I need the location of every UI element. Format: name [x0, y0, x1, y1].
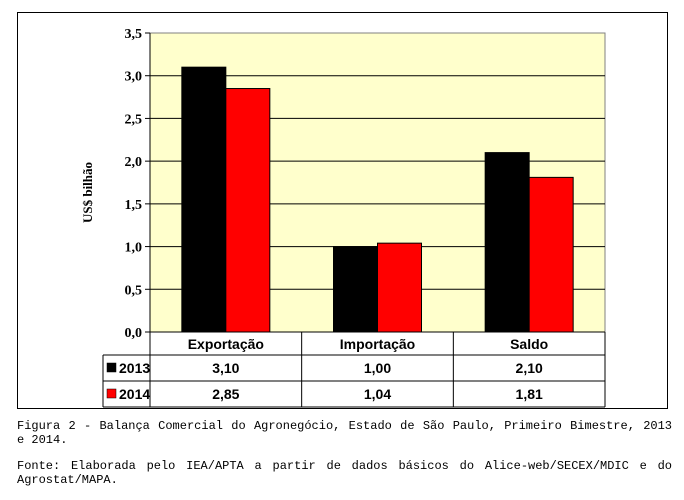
data-label: 1,00 — [364, 360, 391, 376]
bar-2013-1 — [181, 66, 227, 333]
y-tick-label: 2,0 — [125, 155, 143, 170]
bar-chart: 0,0 0,5 1,0 1,5 2,0 2,5 3,0 3,5 US$ bilhão Export… — [80, 27, 606, 408]
legend-swatch-2013 — [106, 362, 117, 373]
y-tick-label: 2,5 — [125, 112, 143, 127]
source-caption: Fonte: Elaborada pelo IEA/APTA a partir … — [17, 459, 672, 487]
legend-swatch-2014 — [106, 388, 117, 399]
y-tick-label: 1,0 — [125, 241, 143, 256]
legend-label-2013: 2013 — [119, 360, 150, 376]
data-label: 1,04 — [364, 386, 391, 402]
y-tick-label: 3,5 — [125, 27, 143, 42]
figure-caption: Figura 2 - Balança Comercial do Agronegó… — [17, 419, 672, 447]
y-axis-label: US$ bilhão — [80, 162, 95, 223]
bar-2014-3 — [528, 176, 574, 333]
data-label: 3,10 — [212, 360, 239, 376]
y-tick-label: 1,5 — [125, 198, 143, 213]
data-label: 2,10 — [516, 360, 543, 376]
y-tick-label: 0,5 — [125, 283, 143, 298]
y-tick-label: 3,0 — [125, 70, 143, 85]
category-label: Saldo — [510, 336, 548, 352]
category-label: Importação — [340, 336, 415, 352]
y-tick-label: 0,0 — [125, 326, 143, 341]
bar-2014-2 — [377, 242, 422, 333]
legend-label-2014: 2014 — [119, 386, 150, 402]
data-label: 2,85 — [212, 386, 239, 402]
data-label: 1,81 — [516, 386, 543, 402]
bar-2013-3 — [484, 152, 530, 333]
chart-frame: 0,0 0,5 1,0 1,5 2,0 2,5 3,0 3,5 US$ bilhão Export… — [17, 12, 668, 409]
bar-2014-1 — [225, 88, 271, 333]
bar-2013-2 — [333, 246, 378, 333]
category-label: Exportação — [188, 336, 264, 352]
